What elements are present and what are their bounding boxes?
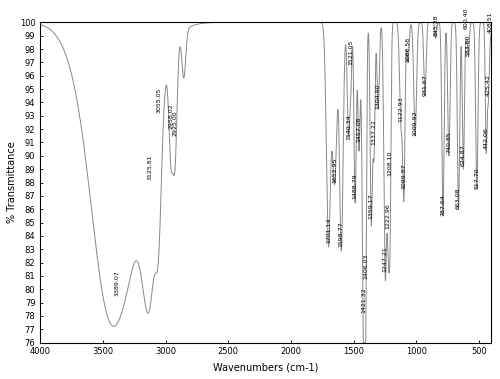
Text: 600.40: 600.40 bbox=[464, 8, 469, 29]
Text: 663.08: 663.08 bbox=[456, 188, 461, 209]
Text: 1421.32: 1421.32 bbox=[361, 288, 366, 313]
Text: 408.51: 408.51 bbox=[488, 11, 493, 33]
Text: 787.64: 787.64 bbox=[440, 194, 446, 216]
Text: 624.87: 624.87 bbox=[461, 145, 466, 166]
Text: 1337.22: 1337.22 bbox=[372, 119, 376, 145]
Text: 1598.77: 1598.77 bbox=[338, 221, 344, 247]
Text: 1304.50: 1304.50 bbox=[376, 84, 380, 109]
Text: 845.28: 845.28 bbox=[433, 14, 438, 36]
Text: 2925.00: 2925.00 bbox=[172, 110, 178, 136]
Text: 1099.87: 1099.87 bbox=[402, 164, 406, 189]
X-axis label: Wavenumbers (cm-1): Wavenumbers (cm-1) bbox=[213, 362, 318, 372]
Text: 1122.93: 1122.93 bbox=[398, 97, 404, 122]
Text: 3125.81: 3125.81 bbox=[148, 154, 152, 180]
Text: 1540.34: 1540.34 bbox=[346, 114, 351, 140]
Text: 442.06: 442.06 bbox=[484, 127, 488, 149]
Text: 1208.10: 1208.10 bbox=[388, 150, 392, 176]
Text: 1222.96: 1222.96 bbox=[386, 204, 391, 229]
Text: 1488.79: 1488.79 bbox=[352, 173, 358, 199]
Text: 1066.56: 1066.56 bbox=[406, 37, 410, 63]
Text: 3389.07: 3389.07 bbox=[114, 270, 119, 296]
Text: 3055.05: 3055.05 bbox=[156, 88, 162, 113]
Text: 931.67: 931.67 bbox=[422, 74, 428, 96]
Text: 1652.95: 1652.95 bbox=[332, 157, 337, 183]
Text: 1406.03: 1406.03 bbox=[363, 253, 368, 279]
Text: 1359.17: 1359.17 bbox=[369, 193, 374, 219]
Text: 1701.14: 1701.14 bbox=[326, 217, 331, 243]
Text: 1457.08: 1457.08 bbox=[356, 117, 362, 143]
Text: 425.42: 425.42 bbox=[486, 74, 491, 96]
Y-axis label: % Transmittance: % Transmittance bbox=[7, 142, 17, 223]
Text: 1247.21: 1247.21 bbox=[383, 246, 388, 272]
Text: 517.70: 517.70 bbox=[474, 168, 479, 189]
Text: 583.60: 583.60 bbox=[466, 34, 471, 56]
Text: 1521.05: 1521.05 bbox=[348, 40, 354, 65]
Text: 1009.92: 1009.92 bbox=[412, 110, 418, 136]
Text: 2958.02: 2958.02 bbox=[168, 103, 173, 129]
Text: 740.85: 740.85 bbox=[446, 132, 452, 153]
